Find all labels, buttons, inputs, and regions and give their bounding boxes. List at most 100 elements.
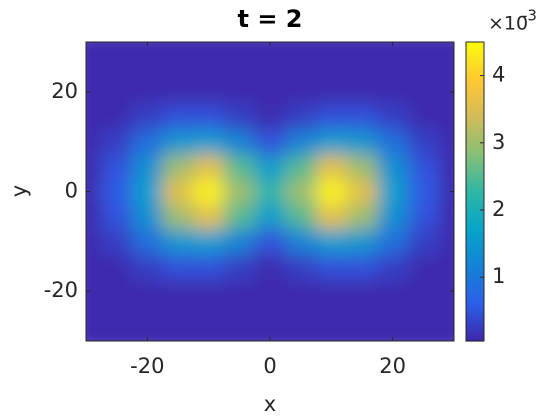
colorbar-step [466,119,484,123]
colorbar-step [466,336,484,340]
colorbar-step [466,266,484,270]
field [86,42,454,341]
cell [162,179,194,205]
cell [438,253,454,280]
colorbar-step [466,136,484,140]
cell [254,104,286,130]
cell [86,154,102,180]
colorbar-step [466,106,484,110]
cell [224,42,256,55]
colorbar-step [466,328,484,332]
colorbar-step [466,286,484,290]
y-tick-label: 0 [65,179,78,203]
colorbar-step [466,243,484,247]
cell [285,54,317,80]
cell [377,203,409,230]
colorbar-step [466,196,484,200]
cell [316,104,348,130]
cell [377,253,409,280]
y-tick-label: -20 [44,278,78,302]
cell [86,228,102,255]
colorbar-step [466,91,484,95]
colorbar-step [466,251,484,255]
colorbar-step [466,126,484,130]
cell [132,104,164,130]
colorbar-step [466,293,484,297]
colorbar-step [466,54,484,58]
colorbar-step [466,161,484,165]
cell [101,54,133,80]
cell [162,54,194,80]
cell [101,79,133,105]
cell [285,278,317,305]
cell [193,278,225,305]
cell [224,79,256,105]
cell [101,253,133,280]
colorbar-step [466,74,484,78]
cell [316,278,348,305]
cell [316,154,348,180]
cell [438,228,454,255]
colorbar-tick-label: 3 [492,130,505,154]
cell [285,79,317,105]
cell [162,104,194,130]
x-tick-label: -20 [130,354,164,378]
colorbar-step [466,216,484,220]
colorbar-step [466,223,484,227]
cell [285,154,317,180]
cell [285,303,317,330]
cell [132,328,164,341]
cell [193,54,225,80]
cell [316,42,348,55]
cell [377,104,409,130]
colorbar-step [466,96,484,100]
colorbar-step [466,211,484,215]
colorbar-step [466,203,484,208]
colorbar-step [466,169,484,173]
cell [316,54,348,80]
colorbar-step [466,171,484,175]
cell [193,154,225,180]
colorbar-step [466,263,484,267]
colorbar-step [466,338,484,342]
cell [316,79,348,105]
cell [346,228,378,255]
colorbar-step [466,174,484,178]
cell [285,104,317,130]
cell [224,278,256,305]
colorbar-step [466,316,484,320]
cell [377,79,409,105]
cell [193,42,225,55]
cell [316,179,348,205]
cell [377,328,409,341]
colorbar-step [466,288,484,292]
colorbar-step [466,321,484,325]
cell [377,179,409,205]
cell [101,179,133,205]
colorbar-step [466,226,484,230]
cell [101,104,133,130]
cell [162,203,194,230]
colorbar-step [466,46,484,51]
colorbar-step [466,179,484,183]
cell [408,154,440,180]
cell [162,303,194,330]
colorbar-step [466,156,484,160]
cell [132,154,164,180]
colorbar-step [466,311,484,315]
cell [438,179,454,205]
colorbar-step [466,76,484,80]
cell [162,129,194,155]
colorbar-step [466,86,484,90]
cell [316,328,348,341]
colorbar-step [466,198,484,203]
cell [132,278,164,305]
colorbar-step [466,44,484,48]
colorbar-step [466,111,484,115]
colorbar-step [466,59,484,63]
cell [193,104,225,130]
cell [408,129,440,155]
cell [162,228,194,255]
cell [254,303,286,330]
